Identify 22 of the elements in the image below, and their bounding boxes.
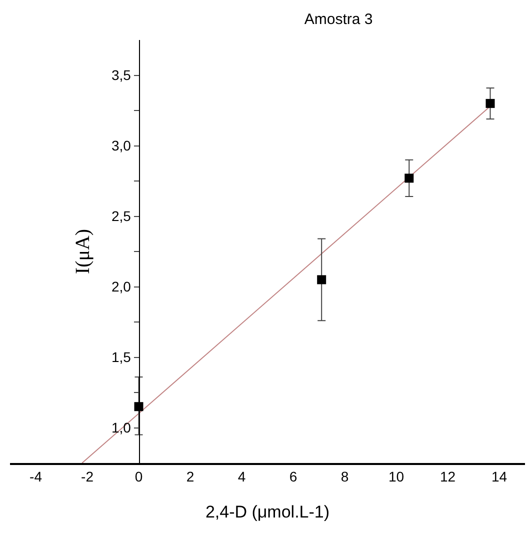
- y-tick-label: 3,0: [111, 138, 132, 154]
- y-tick-label: 1,5: [111, 349, 132, 366]
- x-tick-label: 10: [388, 468, 404, 485]
- y-tick-label: 1,0: [111, 420, 132, 436]
- x-tick-label: 4: [238, 468, 246, 485]
- x-tick-label: -4: [30, 468, 42, 485]
- x-tick-label: 8: [340, 468, 349, 485]
- point: [486, 98, 495, 108]
- x-tick-label: -2: [81, 468, 94, 485]
- point: [404, 174, 414, 183]
- x-tick-label: 0: [134, 468, 143, 485]
- y-tick-label: 2,0: [111, 278, 132, 295]
- y-tick-label: 2,5: [111, 208, 132, 224]
- x-tick-label: 6: [289, 468, 298, 485]
- point: [317, 275, 326, 284]
- y-axis-title: I(μA): [72, 228, 94, 274]
- x-axis-title: 2,4-D (μmol.L-1): [205, 502, 330, 522]
- x-tick-label: 14: [491, 468, 508, 485]
- chart-title: Amostra 3: [304, 10, 373, 28]
- x-tick-label: 2: [186, 468, 194, 485]
- y-tick-label: 3,5: [111, 67, 132, 84]
- x-tick-label: 12: [440, 468, 456, 485]
